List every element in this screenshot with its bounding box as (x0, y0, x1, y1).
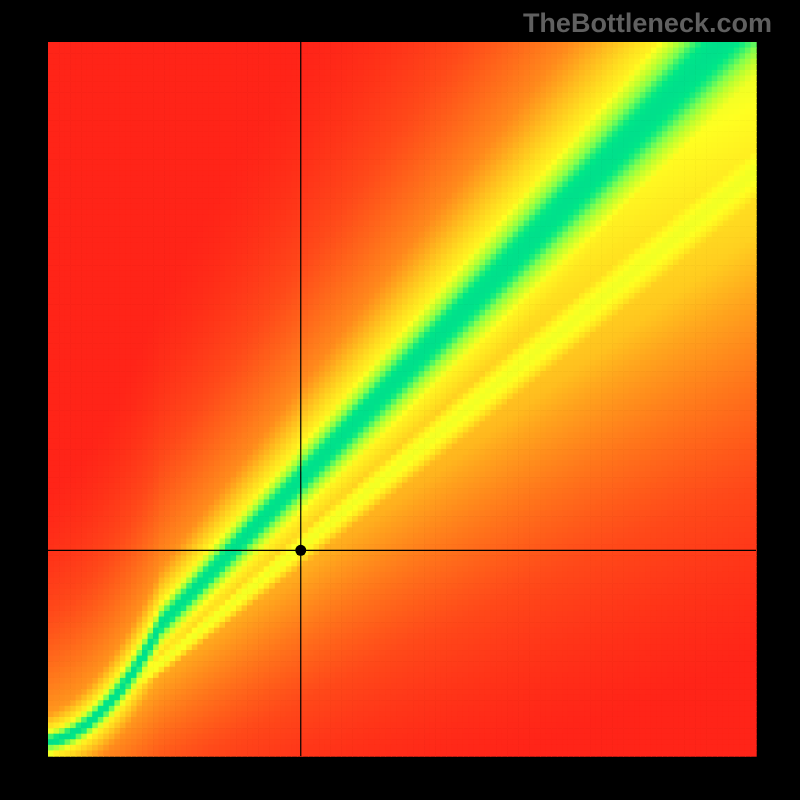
crosshair-overlay (0, 0, 800, 800)
watermark-text: TheBottleneck.com (523, 8, 772, 39)
chart-container: { "watermark": { "text": "TheBottleneck.… (0, 0, 800, 800)
